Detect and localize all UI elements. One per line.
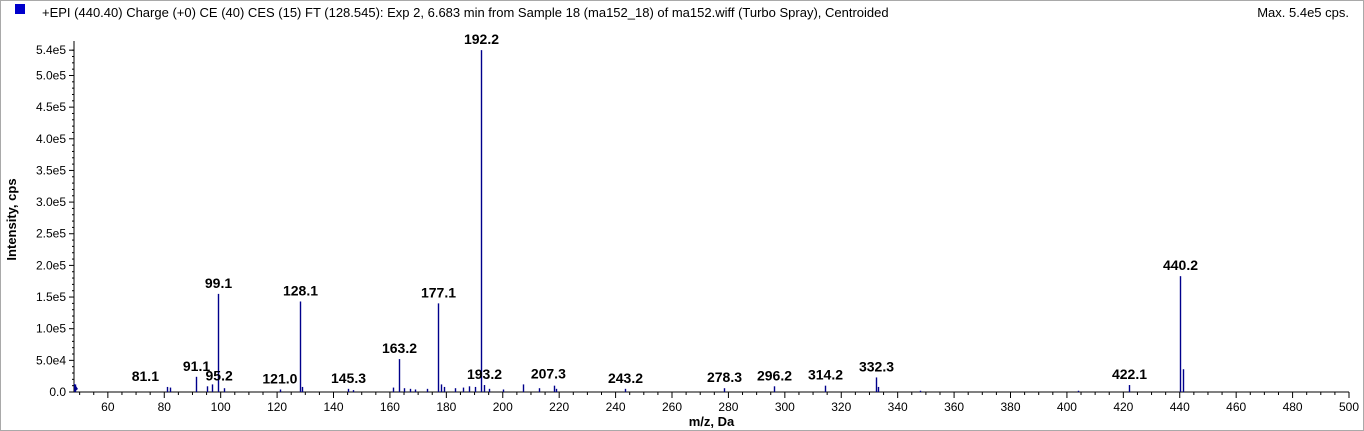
y-tick-label: 2.5e5 xyxy=(36,227,66,241)
y-tick-label: 5.0e5 xyxy=(36,68,66,82)
peak-label: 145.3 xyxy=(331,370,366,386)
x-tick-label: 380 xyxy=(1000,400,1020,414)
spectrum-title: +EPI (440.40) Charge (+0) CE (40) CES (1… xyxy=(42,5,889,20)
x-tick-label: 460 xyxy=(1226,400,1246,414)
x-tick-label: 260 xyxy=(662,400,682,414)
y-tick-label: 4.0e5 xyxy=(36,132,66,146)
peak-label: 192.2 xyxy=(464,31,499,47)
x-tick-label: 400 xyxy=(1057,400,1077,414)
x-tick-label: 280 xyxy=(718,400,738,414)
x-tick-label: 100 xyxy=(211,400,231,414)
peak-label: 440.2 xyxy=(1163,257,1198,273)
legend-swatch[interactable] xyxy=(15,4,25,14)
x-tick-label: 120 xyxy=(267,400,287,414)
peak-label: 193.2 xyxy=(467,366,502,382)
x-tick-label: 180 xyxy=(436,400,456,414)
x-tick-label: 340 xyxy=(888,400,908,414)
x-tick-label: 240 xyxy=(606,400,626,414)
x-axis-label: m/z, Da xyxy=(689,414,735,429)
peak-label: 278.3 xyxy=(707,369,742,385)
y-tick-label: 3.0e5 xyxy=(36,195,66,209)
y-tick-label: 5.4e5 xyxy=(36,43,66,57)
x-tick-label: 80 xyxy=(158,400,172,414)
y-tick-label: 5.0e4 xyxy=(36,353,66,367)
peak-label: 91.1 xyxy=(183,358,210,374)
peak-label: 163.2 xyxy=(382,340,417,356)
x-tick-label: 140 xyxy=(323,400,343,414)
peak-label: 99.1 xyxy=(205,275,232,291)
axes-layer: 0.0 5.0e4 1.0e5 1.5e5 2.0e5 2.5e5 3.0e5 3.5e5 4.… xyxy=(36,41,1359,414)
peak-label: 296.2 xyxy=(757,367,792,383)
chart-header: +EPI (440.40) Charge (+0) CE (40) CES (1… xyxy=(0,0,1364,24)
x-tick-label: 200 xyxy=(493,400,513,414)
peak-label: 95.2 xyxy=(206,367,233,383)
x-tick-label: 160 xyxy=(380,400,400,414)
peak-label: 422.1 xyxy=(1112,366,1147,382)
y-tick-label: 1.5e5 xyxy=(36,290,66,304)
peak-labels-layer: 81.1 91.195.2 99.1 121.0 128.1 145.3 163.2 177.… xyxy=(132,31,1198,386)
peak-label: 207.3 xyxy=(531,365,566,381)
peak-label: 128.1 xyxy=(283,282,318,298)
peak-label: 121.0 xyxy=(262,370,297,386)
y-tick-label: 4.5e5 xyxy=(36,100,66,114)
x-tick-label: 440 xyxy=(1170,400,1190,414)
x-tick-label: 300 xyxy=(775,400,795,414)
y-tick-label: 3.5e5 xyxy=(36,163,66,177)
x-tick-label: 320 xyxy=(831,400,851,414)
max-intensity-label: Max. 5.4e5 cps. xyxy=(1257,5,1349,20)
x-tick-label: 220 xyxy=(549,400,569,414)
x-tick-label: 480 xyxy=(1283,400,1303,414)
peak-label: 81.1 xyxy=(132,368,159,384)
peak-label: 314.2 xyxy=(808,367,843,383)
x-tick-label: 360 xyxy=(944,400,964,414)
y-tick-label: 0.0 xyxy=(49,385,66,399)
x-tick-label: 500 xyxy=(1339,400,1359,414)
peak-label: 332.3 xyxy=(859,358,894,374)
y-tick-label: 2.0e5 xyxy=(36,258,66,272)
x-tick-label: 60 xyxy=(101,400,115,414)
y-tick-label: 1.0e5 xyxy=(36,322,66,336)
y-axis-label: Intensity, cps xyxy=(4,178,19,260)
peaks-layer xyxy=(74,50,1185,392)
peak-label: 243.2 xyxy=(608,370,643,386)
peak-label: 177.1 xyxy=(421,284,456,300)
x-tick-label: 420 xyxy=(1113,400,1133,414)
